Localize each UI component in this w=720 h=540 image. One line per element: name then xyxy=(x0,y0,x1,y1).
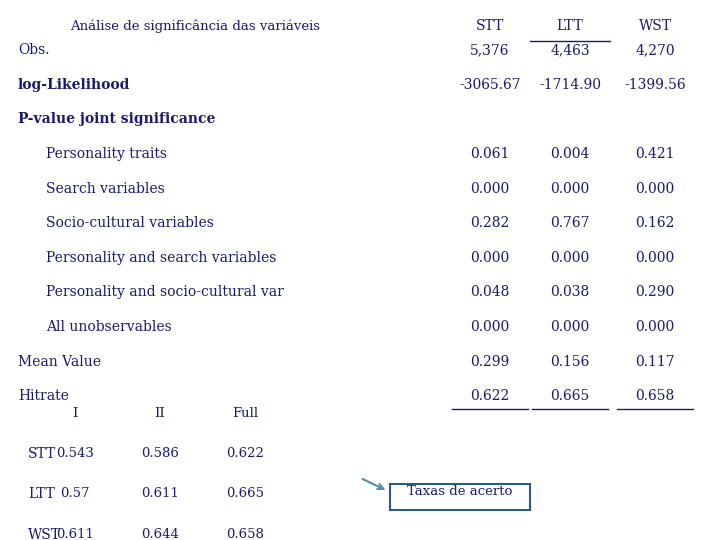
Text: 0.004: 0.004 xyxy=(550,147,590,161)
Text: -1399.56: -1399.56 xyxy=(624,78,686,92)
Text: -1714.90: -1714.90 xyxy=(539,78,601,92)
Text: WST: WST xyxy=(28,528,61,540)
Text: 0.282: 0.282 xyxy=(470,217,510,230)
Text: 0.665: 0.665 xyxy=(550,389,590,403)
Text: log-Likelihood: log-Likelihood xyxy=(18,78,130,92)
Text: 0.000: 0.000 xyxy=(470,181,510,195)
Text: 0.622: 0.622 xyxy=(470,389,510,403)
Text: All unobservables: All unobservables xyxy=(46,320,172,334)
Text: 0.586: 0.586 xyxy=(141,447,179,460)
Text: 0.57: 0.57 xyxy=(60,487,90,501)
Text: 0.611: 0.611 xyxy=(56,528,94,540)
Text: LTT: LTT xyxy=(28,487,55,501)
Text: 0.061: 0.061 xyxy=(470,147,510,161)
Text: 0.543: 0.543 xyxy=(56,447,94,460)
Text: 0.658: 0.658 xyxy=(635,389,675,403)
Text: 0.665: 0.665 xyxy=(226,487,264,501)
Text: 0.611: 0.611 xyxy=(141,487,179,501)
Text: 0.000: 0.000 xyxy=(550,320,590,334)
Text: LTT: LTT xyxy=(557,19,583,33)
Text: I: I xyxy=(72,407,78,420)
Text: 0.000: 0.000 xyxy=(635,251,675,265)
Text: 0.000: 0.000 xyxy=(550,181,590,195)
Text: Análise de significância das variáveis: Análise de significância das variáveis xyxy=(70,19,320,33)
Text: 0.000: 0.000 xyxy=(550,251,590,265)
Text: 0.000: 0.000 xyxy=(635,320,675,334)
Text: 0.000: 0.000 xyxy=(470,320,510,334)
Text: 0.000: 0.000 xyxy=(470,251,510,265)
Text: 0.162: 0.162 xyxy=(635,217,675,230)
Text: WST: WST xyxy=(639,19,672,33)
Text: STT: STT xyxy=(28,447,56,461)
Text: 0.000: 0.000 xyxy=(635,181,675,195)
Text: 4,270: 4,270 xyxy=(635,43,675,57)
Text: Personality traits: Personality traits xyxy=(46,147,167,161)
Text: Hitrate: Hitrate xyxy=(18,389,69,403)
Text: II: II xyxy=(155,407,166,420)
Text: Search variables: Search variables xyxy=(46,181,165,195)
Text: 0.644: 0.644 xyxy=(141,528,179,540)
Text: 0.038: 0.038 xyxy=(550,286,590,300)
Text: 0.299: 0.299 xyxy=(470,355,510,369)
Text: 0.048: 0.048 xyxy=(470,286,510,300)
Text: 0.658: 0.658 xyxy=(226,528,264,540)
Text: 4,463: 4,463 xyxy=(550,43,590,57)
Text: Personality and search variables: Personality and search variables xyxy=(46,251,276,265)
Text: Mean Value: Mean Value xyxy=(18,355,101,369)
Bar xyxy=(390,483,530,510)
Text: 0.421: 0.421 xyxy=(635,147,675,161)
Text: STT: STT xyxy=(476,19,504,33)
Text: -3065.67: -3065.67 xyxy=(459,78,521,92)
Text: 0.156: 0.156 xyxy=(550,355,590,369)
Text: Obs.: Obs. xyxy=(18,43,50,57)
Text: Taxas de acerto: Taxas de acerto xyxy=(408,485,513,498)
Text: 0.767: 0.767 xyxy=(550,217,590,230)
Text: 0.290: 0.290 xyxy=(635,286,675,300)
Text: Socio-cultural variables: Socio-cultural variables xyxy=(46,217,214,230)
Text: 0.622: 0.622 xyxy=(226,447,264,460)
Text: Personality and socio-cultural var: Personality and socio-cultural var xyxy=(46,286,284,300)
Text: Full: Full xyxy=(232,407,258,420)
Text: 0.117: 0.117 xyxy=(635,355,675,369)
Text: 5,376: 5,376 xyxy=(470,43,510,57)
Text: P-value joint significance: P-value joint significance xyxy=(18,112,215,126)
